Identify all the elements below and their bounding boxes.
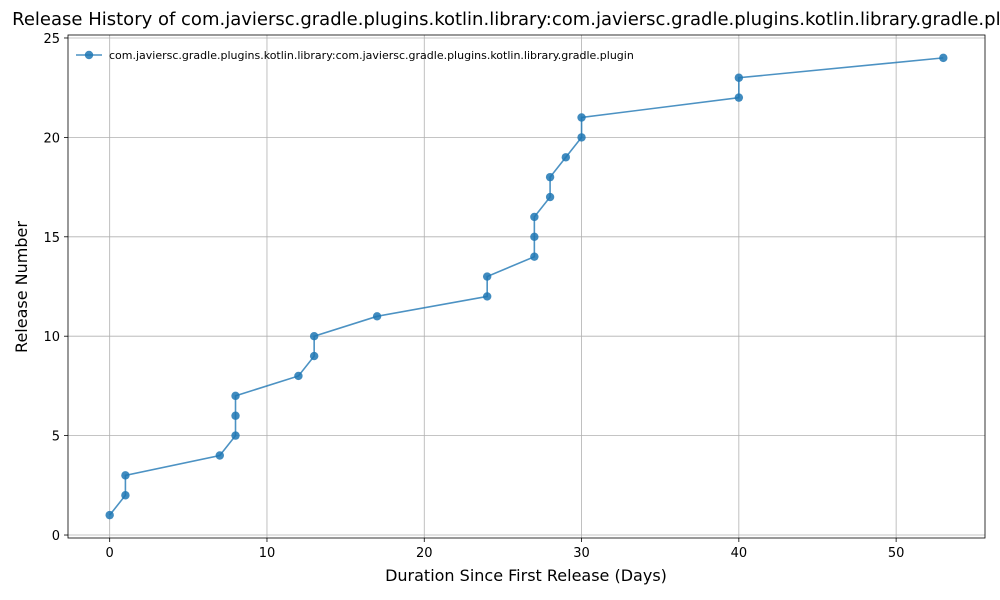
- data-point: [294, 371, 303, 381]
- data-point: [231, 391, 240, 401]
- x-axis-ticks: 0 10 20 30 40 50: [106, 538, 905, 561]
- legend-label: com.javiersc.gradle.plugins.kotlin.libra…: [109, 49, 634, 62]
- data-point: [577, 113, 586, 122]
- data-point: [530, 252, 539, 261]
- data-point: [105, 510, 114, 520]
- data-point: [530, 212, 539, 222]
- data-point: [121, 471, 130, 480]
- series-layer: [105, 53, 948, 520]
- data-point: [545, 192, 555, 202]
- y-axis-label: Release Number: [12, 221, 31, 353]
- data-point: [577, 133, 586, 142]
- legend-point-marker: [84, 50, 94, 60]
- chart-title: Release History of com.javiersc.gradle.p…: [12, 9, 1000, 30]
- data-point: [939, 53, 948, 63]
- data-point: [482, 292, 492, 301]
- grid-lines: [68, 35, 985, 538]
- data-point: [309, 332, 319, 341]
- x-tick-label: 30: [573, 546, 590, 561]
- x-tick-label: 40: [731, 546, 748, 561]
- data-point: [215, 451, 224, 460]
- y-tick-label: 5: [52, 430, 60, 445]
- y-tick-label: 0: [52, 529, 60, 544]
- legend: com.javiersc.gradle.plugins.kotlin.libra…: [76, 49, 634, 62]
- y-tick-label: 25: [43, 32, 60, 47]
- data-point: [121, 491, 130, 500]
- x-tick-label: 10: [259, 546, 276, 561]
- y-tick-label: 10: [43, 330, 60, 345]
- data-point: [372, 312, 382, 321]
- plot-frame: [67, 34, 986, 539]
- y-tick-label: 20: [43, 131, 60, 146]
- data-point: [231, 431, 240, 440]
- data-point: [231, 411, 240, 420]
- y-tick-label: 15: [43, 231, 60, 246]
- x-tick-label: 50: [888, 546, 905, 561]
- data-point: [482, 272, 492, 281]
- series-line: [109, 57, 944, 516]
- x-tick-label: 20: [416, 546, 433, 561]
- data-point: [309, 351, 319, 361]
- x-tick-label: 0: [106, 546, 114, 561]
- data-point: [734, 93, 744, 102]
- data-point: [734, 73, 744, 82]
- data-point: [545, 172, 555, 182]
- x-axis-label: Duration Since First Release (Days): [385, 566, 667, 585]
- data-point: [561, 153, 571, 162]
- y-axis-ticks: 0 5 10 15 20 25: [43, 32, 68, 544]
- data-point: [530, 232, 539, 241]
